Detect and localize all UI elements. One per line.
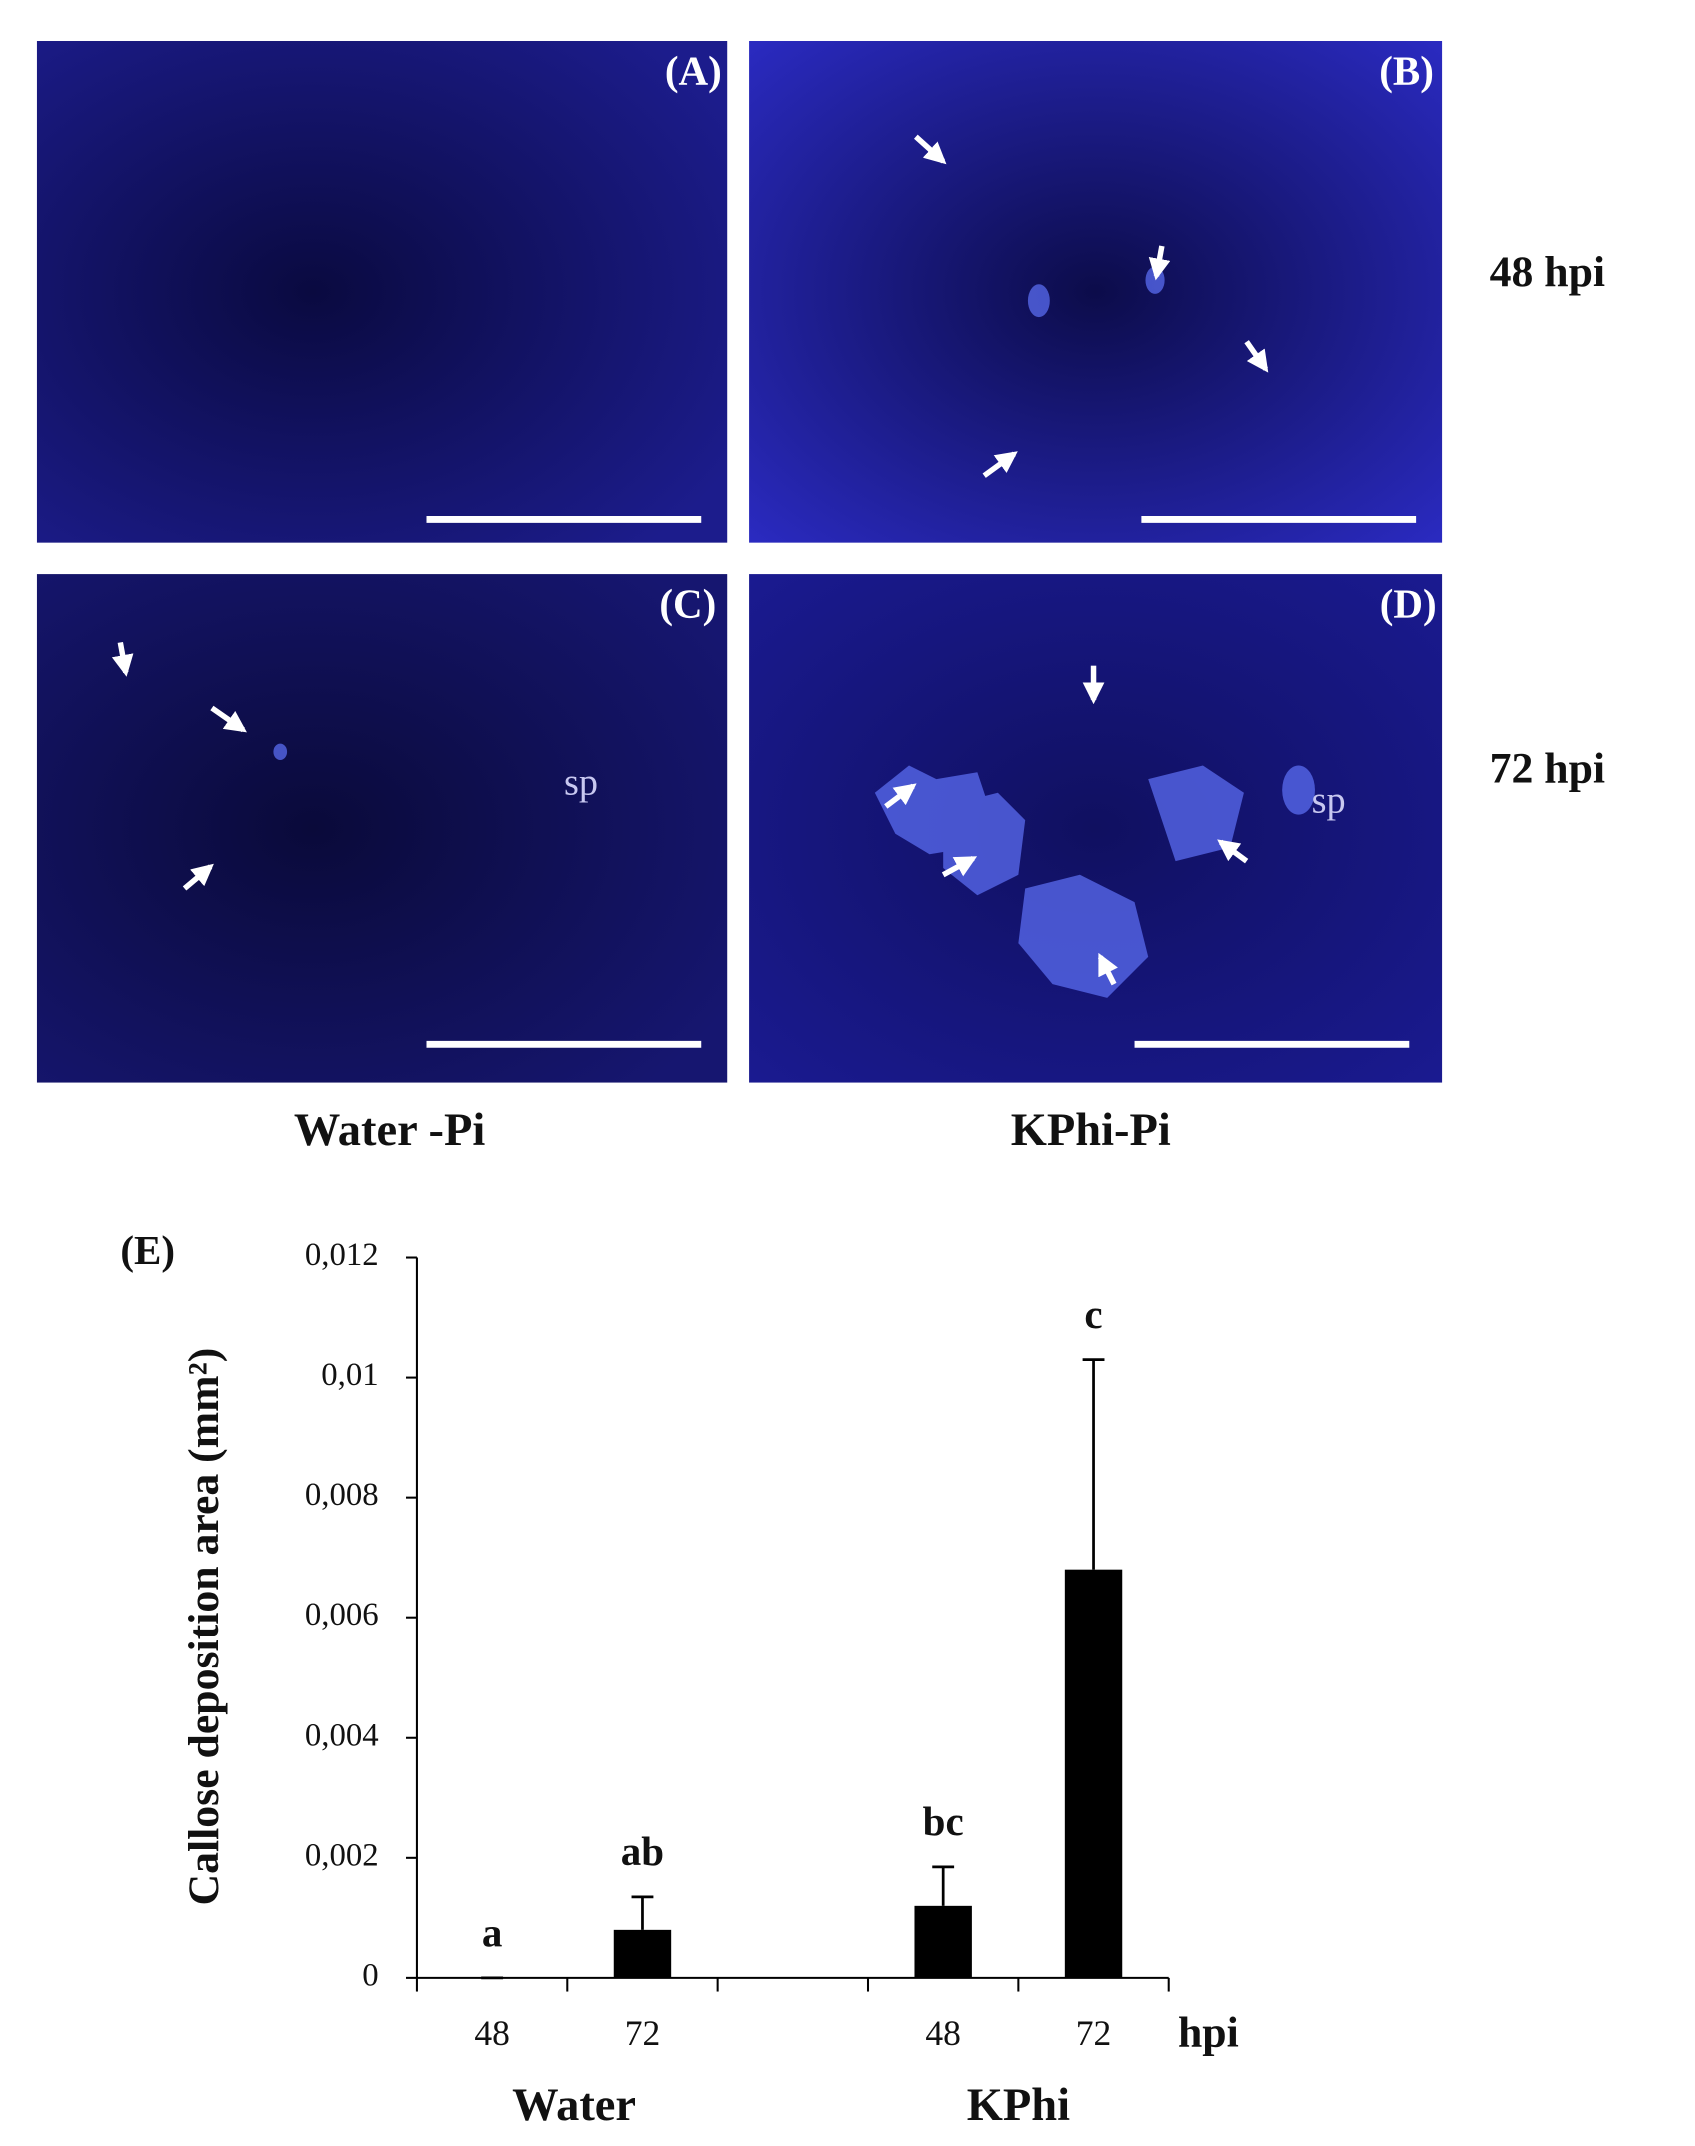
micrographs: (A) (B) (C) (D) sp sp (36, 41, 1443, 1083)
row-label: 72 hpi (1490, 744, 1605, 792)
x-tick-label: 72 (625, 2013, 661, 2053)
error-bar (1082, 1358, 1105, 1570)
annotation: bc (923, 1798, 964, 1844)
y-tick-label: 0,008 (305, 1477, 379, 1513)
x-tick-label: 48 (925, 2013, 961, 2053)
panel-label: (E) (120, 1227, 175, 1273)
bar (914, 1905, 972, 1978)
y-tick-label: 0 (362, 1957, 378, 1993)
panel-label: (B) (1379, 48, 1434, 94)
row-label: 48 hpi (1490, 248, 1605, 296)
callose-deposits (273, 266, 1315, 998)
x-tick-label: 48 (474, 2013, 510, 2053)
y-tick-label: 0,006 (305, 1597, 379, 1633)
bar (613, 1929, 672, 1978)
annotation: ab (621, 1828, 664, 1874)
panel-label: (A) (665, 48, 722, 94)
error-bar (932, 1865, 955, 1906)
panel-label: (D) (1380, 581, 1437, 627)
column-label: Water -Pi (294, 1105, 486, 1156)
error-bar (631, 1895, 654, 1930)
y-tick-label: 0,002 (305, 1837, 379, 1873)
arrows (111, 134, 1269, 986)
scale-bars (426, 515, 1417, 1048)
image-panel (749, 574, 1443, 1083)
panel-label: (C) (659, 581, 716, 627)
group-label: KPhi (967, 2080, 1070, 2131)
annotation: c (1084, 1291, 1102, 1337)
image-panel (749, 41, 1443, 543)
annotation: a (482, 1909, 503, 1955)
image-panel (36, 574, 728, 1083)
y-axis-title: Callose deposition area (mm²) (180, 1348, 228, 1906)
y-tick-label: 0,012 (305, 1237, 379, 1273)
bar (1064, 1569, 1123, 1978)
column-label: KPhi-Pi (1011, 1105, 1171, 1156)
image-panel (36, 41, 728, 543)
annotation: sp (1312, 780, 1346, 822)
x-tick-label: 72 (1076, 2013, 1112, 2053)
group-label: Water (512, 2080, 636, 2131)
y-tick-label: 0,01 (321, 1357, 378, 1393)
y-tick-label: 0,004 (305, 1717, 379, 1753)
x-unit: hpi (1178, 2009, 1239, 2057)
annotation: sp (564, 762, 598, 804)
